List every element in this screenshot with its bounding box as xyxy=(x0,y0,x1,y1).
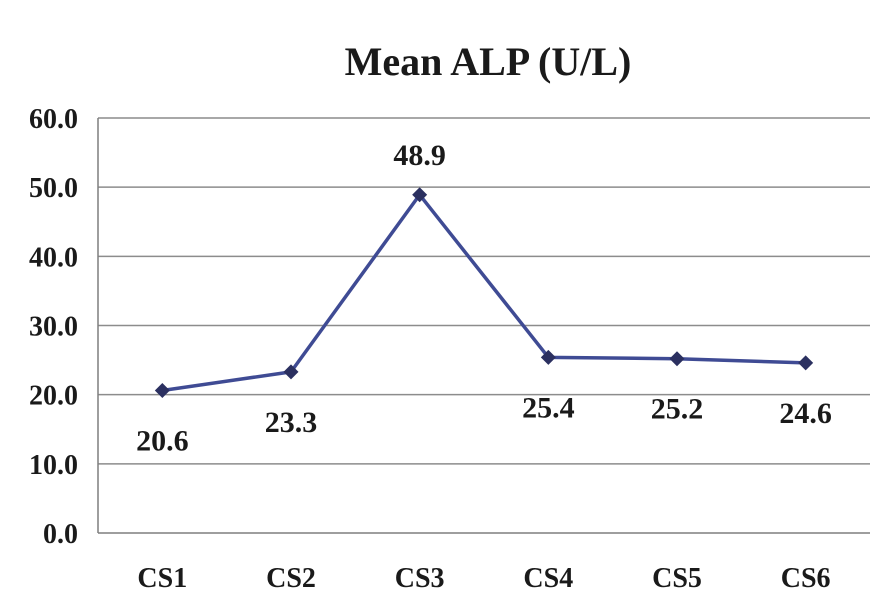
y-tick-label: 20.0 xyxy=(29,381,78,412)
data-label: 23.3 xyxy=(265,406,318,439)
data-label: 24.6 xyxy=(779,397,832,430)
data-point xyxy=(798,355,814,371)
x-tick-label: CS6 xyxy=(781,563,831,594)
x-tick-labels: CS1 CS2 CS3 CS4 CS5 CS6 xyxy=(137,563,830,594)
x-tick-label: CS4 xyxy=(523,563,573,594)
data-label: 25.2 xyxy=(651,393,704,426)
y-tick-label: 30.0 xyxy=(29,312,78,343)
x-tick-label: CS1 xyxy=(137,563,187,594)
x-tick-label: CS5 xyxy=(652,563,702,594)
data-point xyxy=(154,383,170,399)
y-tick-label: 10.0 xyxy=(29,450,78,481)
data-point xyxy=(540,349,556,365)
series xyxy=(154,187,814,399)
data-point xyxy=(412,187,428,203)
x-tick-label: CS3 xyxy=(395,563,445,594)
gridlines xyxy=(98,117,870,465)
y-tick-labels: 0.0 10.0 20.0 30.0 40.0 50.0 60.0 xyxy=(29,104,78,550)
series-line xyxy=(162,193,806,393)
y-tick-label: 40.0 xyxy=(29,242,78,273)
y-tick-label: 0.0 xyxy=(43,519,78,550)
data-label: 25.4 xyxy=(522,391,575,424)
data-point xyxy=(283,364,299,380)
data-label: 48.9 xyxy=(393,139,446,172)
data-point xyxy=(669,351,685,367)
y-tick-label: 50.0 xyxy=(29,173,78,204)
data-labels: 20.6 23.3 48.9 25.4 25.2 24.6 xyxy=(136,139,832,458)
y-tick-label: 60.0 xyxy=(29,104,78,135)
data-label: 20.6 xyxy=(136,425,189,458)
chart-title: Mean ALP (U/L) xyxy=(345,39,632,84)
x-tick-label: CS2 xyxy=(266,563,316,594)
axes xyxy=(97,118,870,534)
